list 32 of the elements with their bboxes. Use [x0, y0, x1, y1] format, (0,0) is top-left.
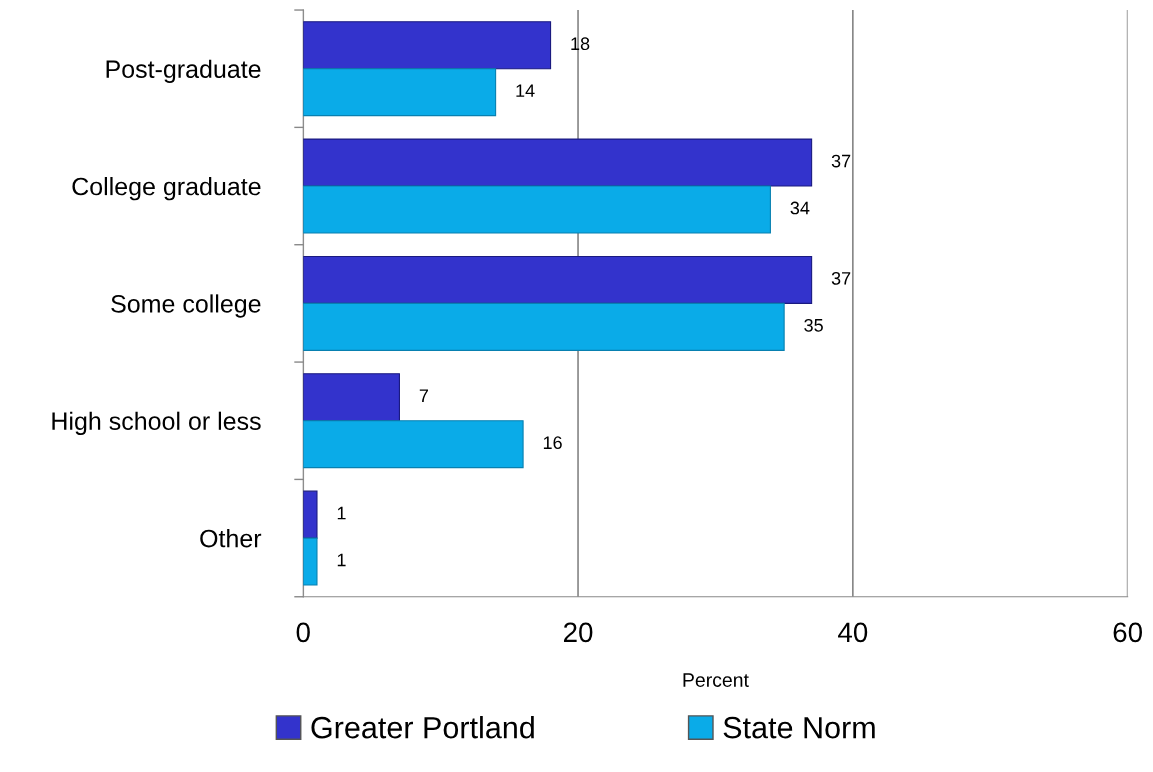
data-label: 16 — [543, 436, 562, 450]
data-label: 14 — [516, 84, 535, 97]
y-tick-label: High school or less — [52, 411, 261, 435]
y-tick-label: Other — [200, 529, 262, 548]
bar — [303, 21, 552, 70]
x-tick-label: 40 — [838, 622, 868, 643]
x-tick-label: 20 — [563, 622, 593, 643]
bar — [303, 302, 785, 351]
data-label: 18 — [571, 37, 590, 51]
bar — [303, 255, 813, 304]
bar — [303, 420, 524, 469]
bar — [303, 490, 318, 539]
data-label: 34 — [790, 201, 810, 215]
x-tick-label: 0 — [296, 622, 310, 643]
bar — [303, 68, 497, 117]
x-axis-title: Percent — [683, 673, 749, 687]
y-tick-label: Some college — [111, 294, 261, 318]
x-tick-label: 60 — [1113, 622, 1142, 643]
legend-label: State Norm — [723, 716, 875, 739]
data-label: 37 — [831, 154, 851, 168]
data-label: 1 — [337, 506, 346, 520]
y-tick-label: College graduate — [72, 176, 261, 201]
bar — [303, 373, 400, 422]
data-label: 37 — [831, 271, 851, 285]
legend-label: Greater Portland — [311, 716, 534, 739]
bar — [303, 537, 318, 586]
data-label: 35 — [804, 318, 823, 332]
data-label: 1 — [337, 553, 346, 567]
y-tick-label: Post-graduate — [106, 59, 261, 83]
data-label: 7 — [419, 389, 428, 402]
bar — [303, 138, 813, 187]
bar — [303, 185, 771, 234]
